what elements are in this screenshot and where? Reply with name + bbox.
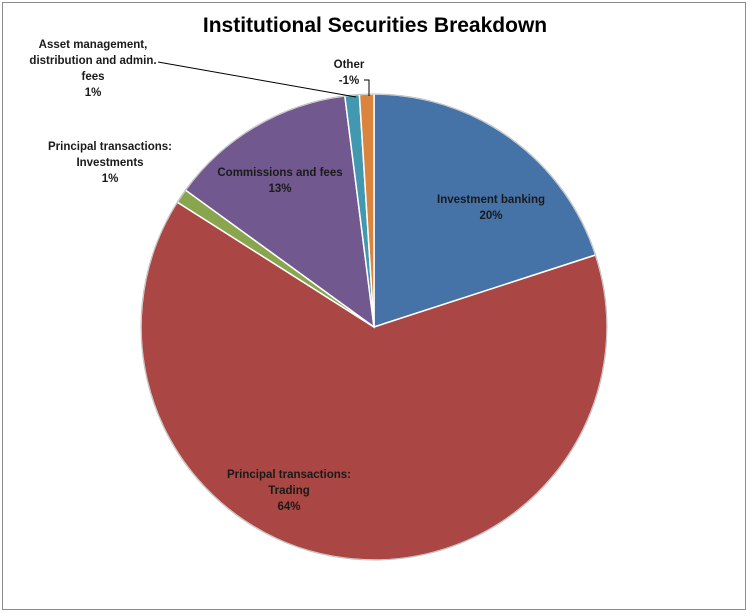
leader-line-asset-management-distribution-and-admin-fees	[157, 61, 357, 98]
chart-title: Institutional Securities Breakdown	[202, 14, 548, 37]
pie-outline	[140, 93, 608, 561]
data-label-commissions-and-fees: Commissions and fees 13%	[217, 167, 342, 195]
data-label-principal-transactions-trading: Principal transactions: Trading 64%	[227, 469, 351, 513]
data-label-other: Other -1%	[334, 59, 365, 87]
data-label-asset-management-distribution-and-admin-fees: Asset management, distribution and admin.…	[29, 39, 156, 99]
leader-line-other	[364, 79, 370, 96]
data-label-principal-transactions-investments: Principal transactions: Investments 1%	[48, 141, 172, 185]
data-label-investment-banking: Investment banking 20%	[437, 194, 545, 222]
